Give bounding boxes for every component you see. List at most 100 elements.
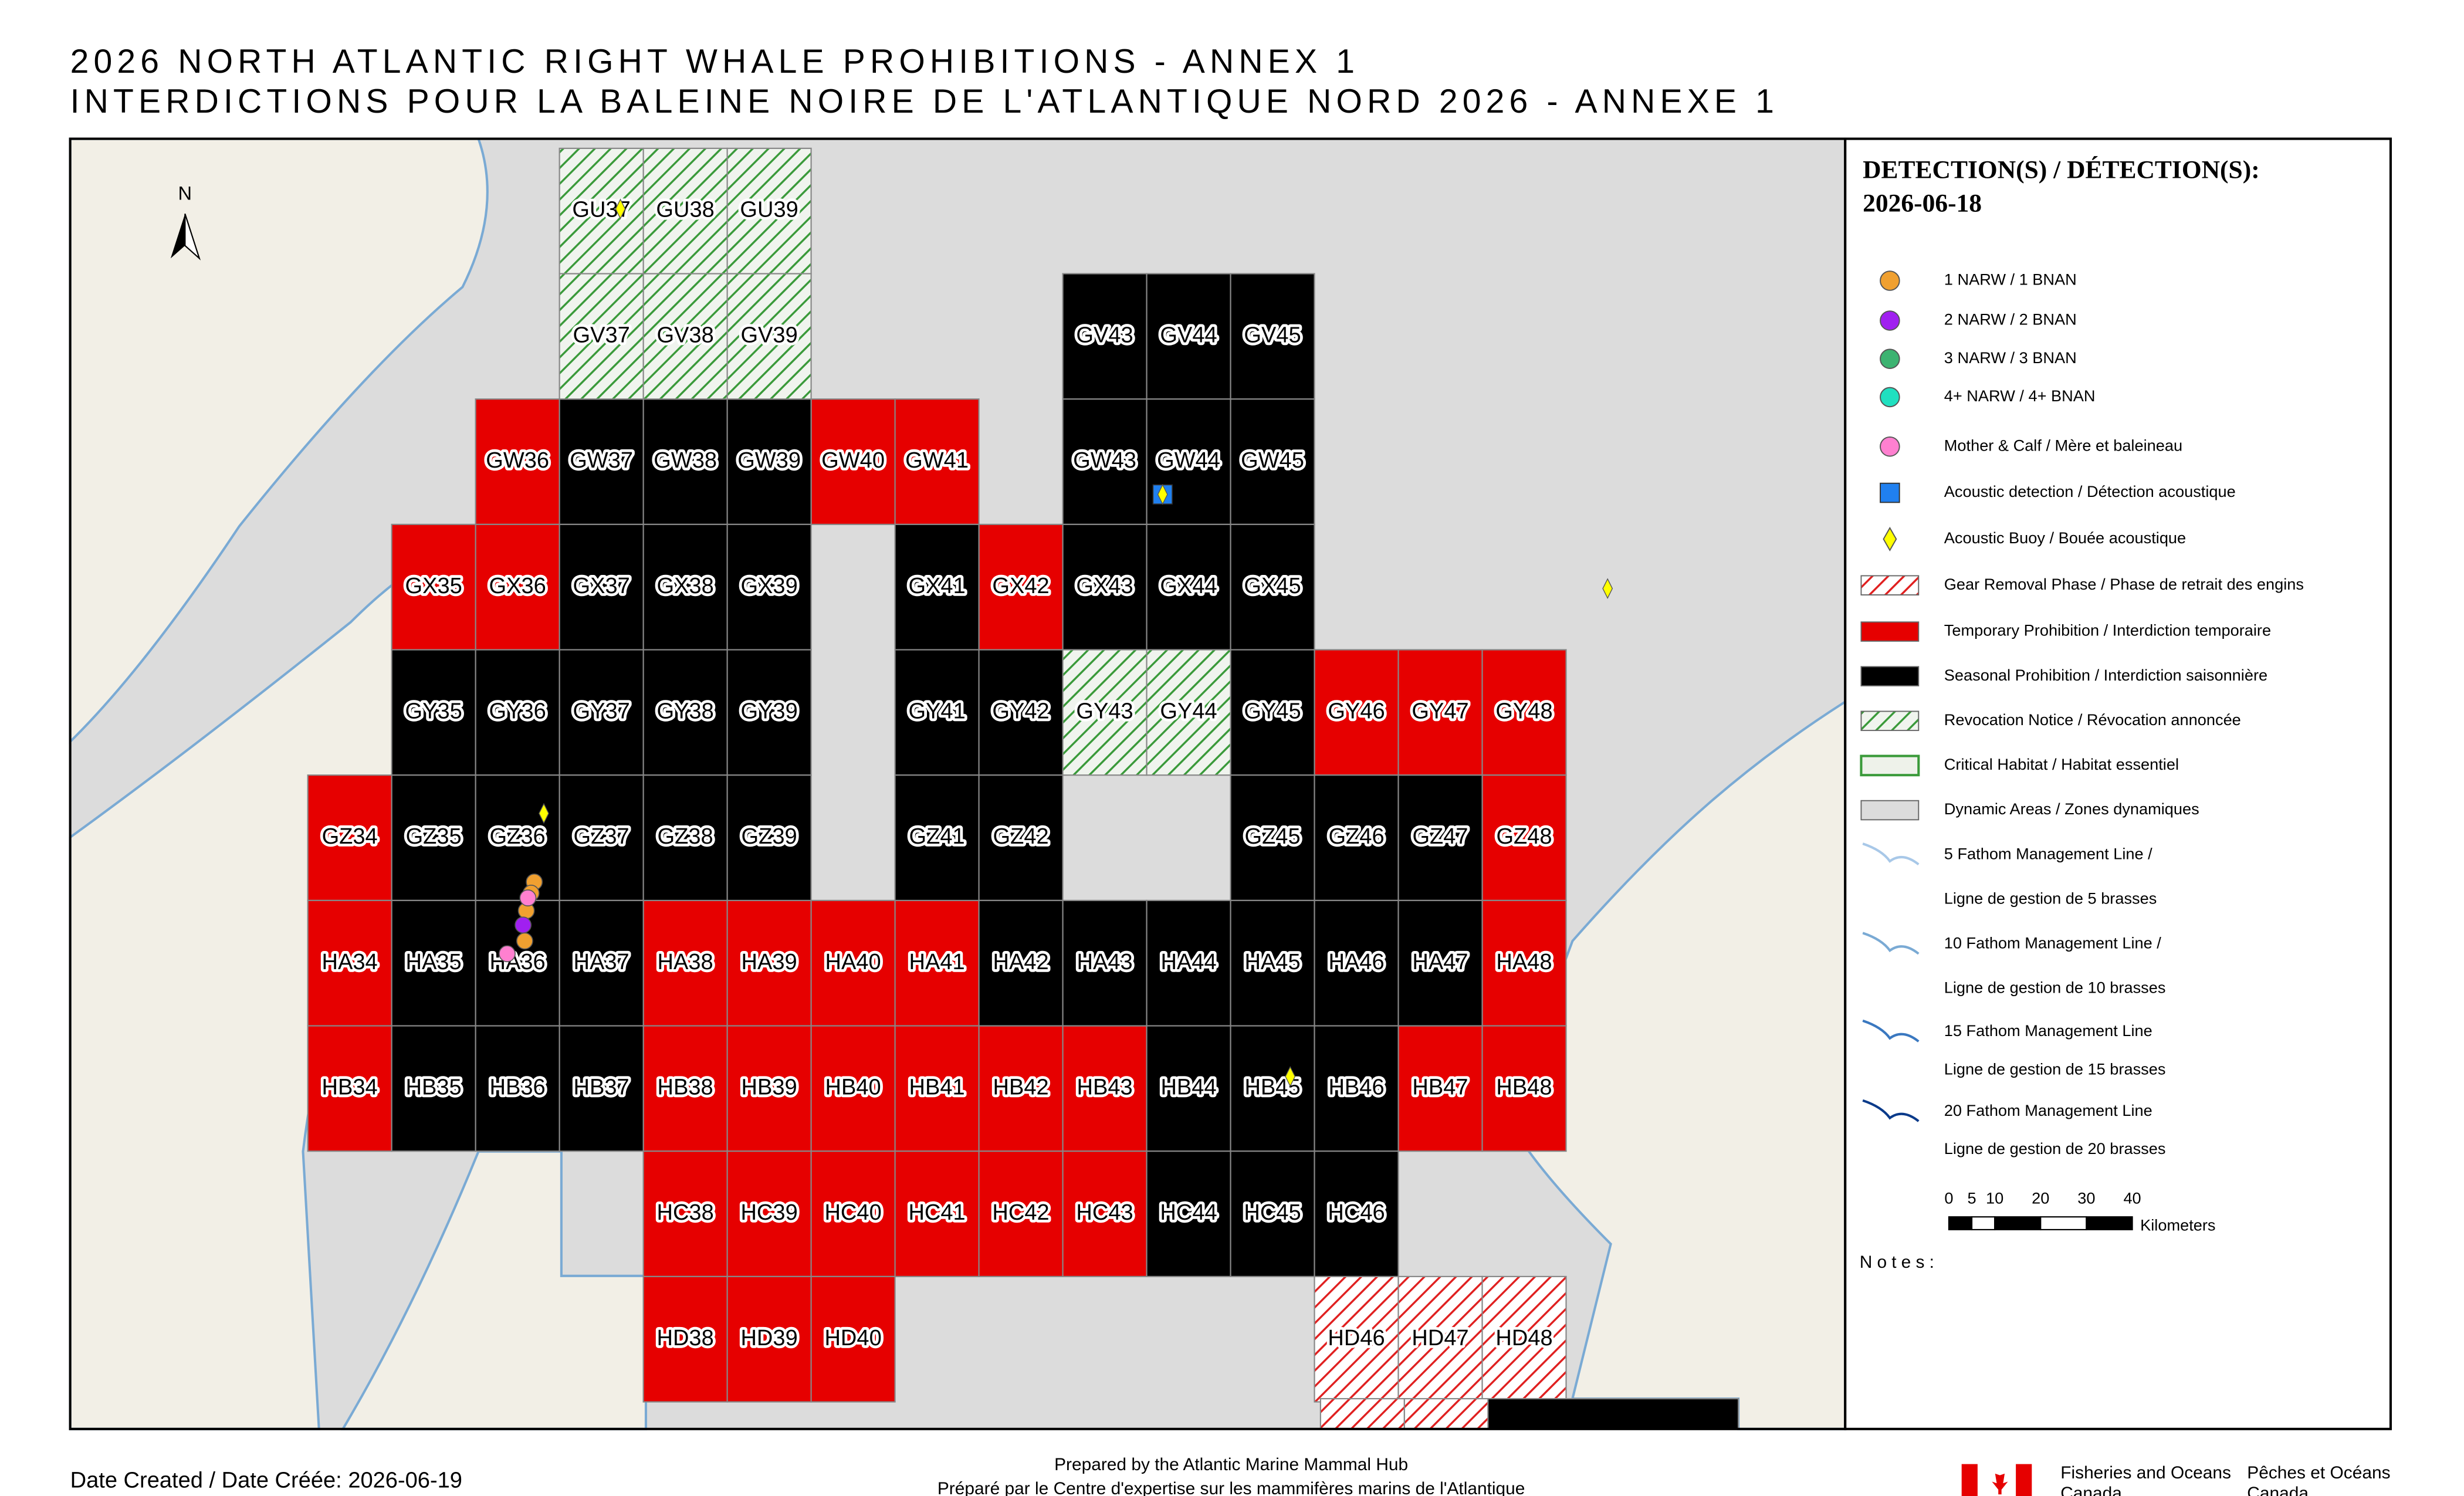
scale-bar: 0 5 10 20 30 40 Kilometers bbox=[1944, 1189, 2215, 1234]
scale-tick-label: 10 bbox=[1986, 1189, 2003, 1207]
grid-cell bbox=[1314, 899, 1399, 1027]
cell-label: HB47 bbox=[1412, 1075, 1468, 1099]
grid-cell bbox=[1314, 1025, 1399, 1152]
cell-label: GY35 bbox=[405, 699, 462, 723]
cell-label: GV43 bbox=[1076, 323, 1133, 347]
cell-label: GZ41 bbox=[909, 824, 965, 849]
grid-cell bbox=[559, 147, 644, 275]
legend-symbol bbox=[1880, 348, 1900, 369]
cell-label: HD46 bbox=[1328, 1326, 1385, 1351]
grid-cell bbox=[642, 1275, 728, 1403]
legend-box bbox=[1844, 137, 2392, 1430]
cell-label: GZ34 bbox=[322, 824, 378, 849]
cell-label: GY42 bbox=[992, 699, 1049, 723]
cell-label: GV45 bbox=[1244, 323, 1301, 347]
cell-label: GV38 bbox=[656, 323, 713, 347]
legend-symbol bbox=[1860, 800, 1920, 821]
grid-cell bbox=[559, 899, 644, 1027]
legend-label: Temporary Prohibition / Interdiction tem… bbox=[1944, 621, 2271, 639]
legend-symbol bbox=[1860, 575, 1920, 595]
grid-cell bbox=[978, 1150, 1064, 1277]
grid-cell bbox=[978, 649, 1064, 776]
cell-label: GZ39 bbox=[742, 824, 797, 849]
legend-symbol bbox=[1880, 270, 1900, 291]
cell-label: GW38 bbox=[654, 448, 717, 473]
grid-cell bbox=[1062, 899, 1148, 1027]
cell-label: GW41 bbox=[905, 448, 969, 473]
cell-label: GZ38 bbox=[658, 824, 713, 849]
cell-label: HA44 bbox=[1160, 950, 1216, 974]
grid-cell bbox=[475, 1025, 560, 1152]
legend-label: 10 Fathom Management Line / bbox=[1944, 934, 2162, 952]
cell-label: HD38 bbox=[656, 1326, 713, 1351]
grid-cell bbox=[391, 649, 476, 776]
cell-label: GZ47 bbox=[1412, 824, 1468, 849]
cell-label: GX43 bbox=[1076, 574, 1133, 598]
cell-label: GU39 bbox=[740, 198, 798, 222]
cell-label: GX38 bbox=[656, 574, 713, 598]
cell-label: HA41 bbox=[909, 950, 964, 974]
grid-cell bbox=[1314, 774, 1399, 901]
cell-label: GX35 bbox=[405, 574, 462, 598]
cell-label: HD39 bbox=[740, 1326, 797, 1351]
grid-cell bbox=[1481, 1275, 1567, 1403]
scale-segment bbox=[1971, 1216, 1996, 1231]
cell-label: GX42 bbox=[992, 574, 1049, 598]
cell-label: GW37 bbox=[570, 448, 633, 473]
cell-label: HB44 bbox=[1160, 1075, 1216, 1099]
scale-unit: Kilometers bbox=[2140, 1216, 2215, 1234]
grid-cell bbox=[307, 899, 392, 1027]
flag-bar bbox=[1961, 1464, 1978, 1496]
cell-label: GV44 bbox=[1160, 323, 1217, 347]
cell-label: HA42 bbox=[993, 950, 1048, 974]
legend-label: 1 NARW / 1 BNAN bbox=[1944, 270, 2077, 289]
grid-cell bbox=[810, 1275, 896, 1403]
prepared-by: Prepared by the Atlantic Marine Mammal H… bbox=[1054, 1455, 1408, 1474]
agency: Fisheries and Oceans bbox=[2060, 1463, 2231, 1483]
detection bbox=[516, 932, 533, 950]
legend-label: Ligne de gestion de 10 brasses bbox=[1944, 979, 2166, 997]
grid-cell bbox=[1481, 774, 1567, 901]
legend-label: Revocation Notice / Révocation annoncée bbox=[1944, 710, 2241, 729]
grid-cell bbox=[1062, 523, 1148, 651]
maple-leaf bbox=[1992, 1467, 2008, 1495]
grid-cell bbox=[475, 398, 560, 525]
cell-label: GW45 bbox=[1241, 448, 1304, 473]
cell-label: GW40 bbox=[821, 448, 885, 473]
grid-cell bbox=[1230, 649, 1315, 776]
cell-label: GV39 bbox=[740, 323, 797, 347]
cell-label: HA34 bbox=[322, 950, 378, 974]
cell-label: HD47 bbox=[1412, 1326, 1468, 1351]
cell-label: HA47 bbox=[1412, 950, 1468, 974]
grid-cell bbox=[307, 774, 392, 901]
grid-cell bbox=[726, 523, 812, 651]
cell-label: HB43 bbox=[1077, 1075, 1132, 1099]
cell-label: HB37 bbox=[574, 1075, 629, 1099]
grid-cell bbox=[1481, 649, 1567, 776]
scale-segment bbox=[1948, 1216, 1973, 1231]
grid-cell bbox=[1230, 774, 1315, 901]
grid-cell bbox=[1062, 273, 1148, 400]
grid-cell bbox=[1062, 649, 1148, 776]
title: INTERDICTIONS POUR LA BALEINE NOIRE DE L… bbox=[70, 83, 1779, 120]
legend-label: 5 Fathom Management Line / bbox=[1944, 844, 2152, 862]
legend-symbol bbox=[1862, 932, 1920, 955]
cell-label: GZ46 bbox=[1328, 824, 1384, 849]
grid-cell bbox=[1397, 1025, 1483, 1152]
legend-label: 2 NARW / 2 BNAN bbox=[1944, 310, 2077, 329]
grid-cell bbox=[391, 523, 476, 651]
grid-cell bbox=[1319, 1398, 1405, 1430]
cell-label: HB36 bbox=[490, 1075, 546, 1099]
cell-label: HC44 bbox=[1160, 1200, 1217, 1225]
grid-cell bbox=[559, 523, 644, 651]
legend-label: Ligne de gestion de 20 brasses bbox=[1944, 1139, 2166, 1157]
cell-label: GZ45 bbox=[1244, 824, 1300, 849]
legend-label: Mother & Calf / Mère et baleineau bbox=[1944, 436, 2182, 454]
title: 2026 NORTH ATLANTIC RIGHT WHALE PROHIBIT… bbox=[70, 43, 1360, 80]
cell-label: HA43 bbox=[1077, 950, 1132, 974]
grid-cell bbox=[894, 398, 980, 525]
detection bbox=[515, 916, 532, 934]
legend-symbol bbox=[1880, 436, 1900, 457]
cell-label: GY37 bbox=[573, 699, 629, 723]
scale-segment bbox=[2086, 1216, 2133, 1231]
